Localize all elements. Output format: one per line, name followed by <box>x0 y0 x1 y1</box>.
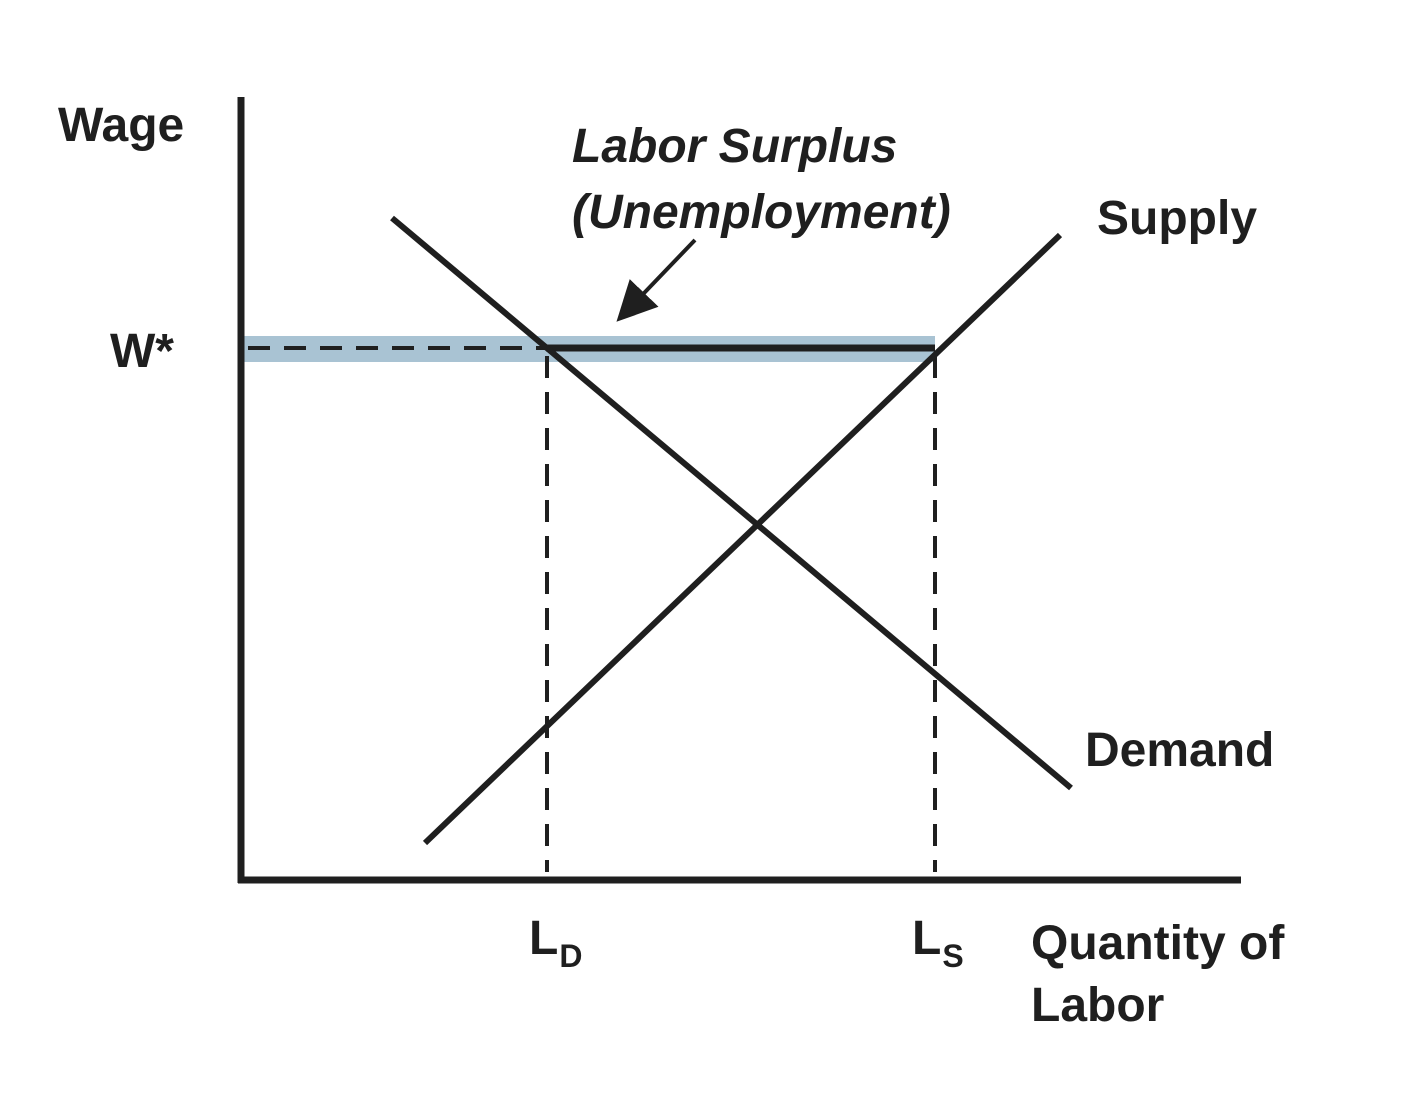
labor-surplus-annotation: Labor Surplus (Unemployment) <box>572 114 951 246</box>
annotation-arrow <box>616 238 697 322</box>
x-axis-label-line-2: Labor <box>1031 979 1165 1032</box>
demand-curve <box>390 215 1073 791</box>
quantity-demanded-main: L <box>529 912 559 965</box>
y-axis-label: Wage <box>58 99 185 152</box>
supply-curve <box>422 232 1063 846</box>
x-axis-label: Quantity of Labor <box>1031 913 1284 1037</box>
demand-curve-label: Demand <box>1085 724 1275 777</box>
x-axis-label-line-1: Quantity of <box>1031 917 1285 970</box>
annotation-line-2: (Unemployment) <box>572 186 951 239</box>
annotation-line-1: Labor Surplus <box>572 120 898 173</box>
quantity-demanded-subscript: D <box>559 938 583 974</box>
quantity-supplied-main: L <box>912 912 942 965</box>
quantity-supplied-subscript: S <box>942 938 964 974</box>
quantity-supplied-label: LS <box>912 912 964 973</box>
wage-level-label: W* <box>110 325 174 378</box>
supply-curve-label: Supply <box>1097 192 1258 245</box>
quantity-demanded-label: LD <box>529 912 582 973</box>
